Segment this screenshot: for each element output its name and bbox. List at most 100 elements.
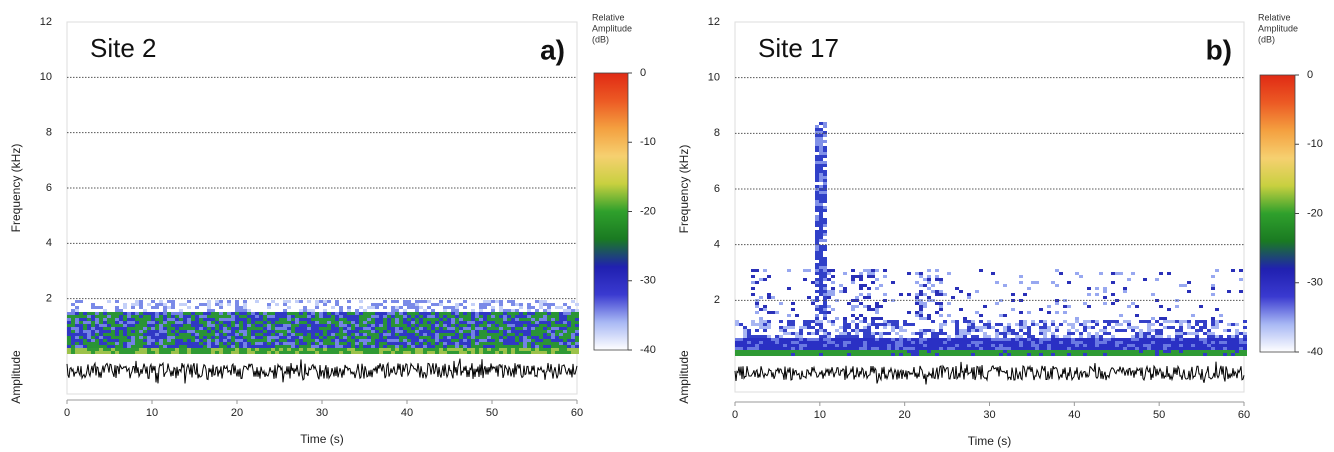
spectrogram-cell <box>203 318 207 321</box>
spectrogram-cell <box>819 326 823 329</box>
spectrogram-cell <box>511 309 515 312</box>
spectrogram-cell <box>515 309 519 312</box>
spectrogram-cell <box>523 327 527 330</box>
spectrogram-cell <box>1175 332 1179 335</box>
spectrogram-cell <box>503 327 507 330</box>
spectrogram-cell <box>1215 347 1219 350</box>
spectrogram-cell <box>1063 320 1067 323</box>
spectrogram-cell <box>1131 344 1135 347</box>
spectrogram-cell <box>1083 329 1087 332</box>
spectrogram-cell <box>1015 335 1019 338</box>
spectrogram-cell <box>75 339 79 342</box>
spectrogram-cell <box>571 339 575 342</box>
spectrogram-cell <box>851 278 855 281</box>
spectrogram-cell <box>927 317 931 320</box>
spectrogram-cell <box>991 338 995 341</box>
spectrogram-cell <box>107 318 111 321</box>
spectrogram-cell <box>1039 341 1043 344</box>
spectrogram-cell <box>111 336 115 339</box>
spectrogram-cell <box>823 350 827 353</box>
spectrogram-cell <box>75 309 79 312</box>
spectrogram-cell <box>131 330 135 333</box>
spectrogram-cell <box>1099 347 1103 350</box>
spectrogram-cell <box>163 339 167 342</box>
spectrogram-cell <box>827 305 831 308</box>
spectrogram-cell <box>939 302 943 305</box>
spectrogram-cell <box>295 327 299 330</box>
spectrogram-cell <box>255 312 259 315</box>
spectrogram-cell <box>1055 302 1059 305</box>
spectrogram-cell <box>151 327 155 330</box>
spectrogram-cell <box>1183 332 1187 335</box>
spectrogram-cell <box>875 341 879 344</box>
spectrogram-cell <box>1135 332 1139 335</box>
spectrogram-cell <box>515 321 519 324</box>
spectrogram-cell <box>139 306 143 309</box>
spectrogram-cell <box>1231 341 1235 344</box>
spectrogram-cell <box>1223 350 1227 353</box>
spectrogram-cell <box>827 278 831 281</box>
spectrogram-cell <box>115 345 119 348</box>
spectrogram-cell <box>779 341 783 344</box>
spectrogram-cell <box>1175 305 1179 308</box>
spectrogram-cell <box>1067 341 1071 344</box>
spectrogram-cell <box>1119 344 1123 347</box>
spectrogram-cell <box>187 306 191 309</box>
spectrogram-cell <box>743 344 747 347</box>
spectrogram-cell <box>175 339 179 342</box>
spectrogram-cell <box>1211 332 1215 335</box>
spectrogram-cell <box>159 330 163 333</box>
spectrogram-cell <box>507 336 511 339</box>
spectrogram-cell <box>1119 347 1123 350</box>
spectrogram-cell <box>319 318 323 321</box>
spectrogram-cell <box>147 303 151 306</box>
spectrogram-cell <box>279 327 283 330</box>
spectrogram-cell <box>219 333 223 336</box>
spectrogram-cell <box>171 351 175 354</box>
spectrogram-cell <box>1039 320 1043 323</box>
spectrogram-cell <box>475 312 479 315</box>
spectrogram-cell <box>235 315 239 318</box>
spectrogram-cell <box>907 311 911 314</box>
spectrogram-cell <box>1019 281 1023 284</box>
spectrogram-cell <box>959 347 963 350</box>
spectrogram-cell <box>899 335 903 338</box>
site-label: Site 17 <box>758 33 839 63</box>
spectrogram-cell <box>559 351 563 354</box>
spectrogram-cell <box>507 312 511 315</box>
spectrogram-cell <box>811 332 815 335</box>
spectrogram-cell <box>823 122 827 125</box>
spectrogram-cell <box>919 338 923 341</box>
spectrogram-cell <box>923 293 927 296</box>
spectrogram-cell <box>375 303 379 306</box>
spectrogram-cell <box>791 323 795 326</box>
spectrogram-cell <box>551 312 555 315</box>
spectrogram-cell <box>735 350 739 353</box>
spectrogram-cell <box>563 303 567 306</box>
spectrogram-cell <box>1031 347 1035 350</box>
spectrogram-cell <box>323 324 327 327</box>
spectrogram-cell <box>223 336 227 339</box>
spectrogram-cell <box>159 339 163 342</box>
spectrogram-cell <box>103 342 107 345</box>
spectrogram-cell <box>1179 341 1183 344</box>
spectrogram-cell <box>975 353 979 356</box>
spectrogram-cell <box>379 318 383 321</box>
spectrogram-cell <box>1183 353 1187 356</box>
spectrogram-cell <box>883 347 887 350</box>
spectrogram-cell <box>307 327 311 330</box>
spectrogram-cell <box>79 321 83 324</box>
spectrogram-cell <box>955 329 959 332</box>
spectrogram-cell <box>755 311 759 314</box>
spectrogram-cell <box>339 351 343 354</box>
spectrogram-cell <box>743 329 747 332</box>
spectrogram-cell <box>419 327 423 330</box>
spectrogram-cell <box>331 330 335 333</box>
spectrogram-cell <box>187 342 191 345</box>
spectrogram-cell <box>999 323 1003 326</box>
spectrogram-cell <box>295 312 299 315</box>
spectrogram-cell <box>1047 341 1051 344</box>
spectrogram-cell <box>311 336 315 339</box>
spectrogram-cell <box>979 347 983 350</box>
spectrogram-cell <box>1111 302 1115 305</box>
